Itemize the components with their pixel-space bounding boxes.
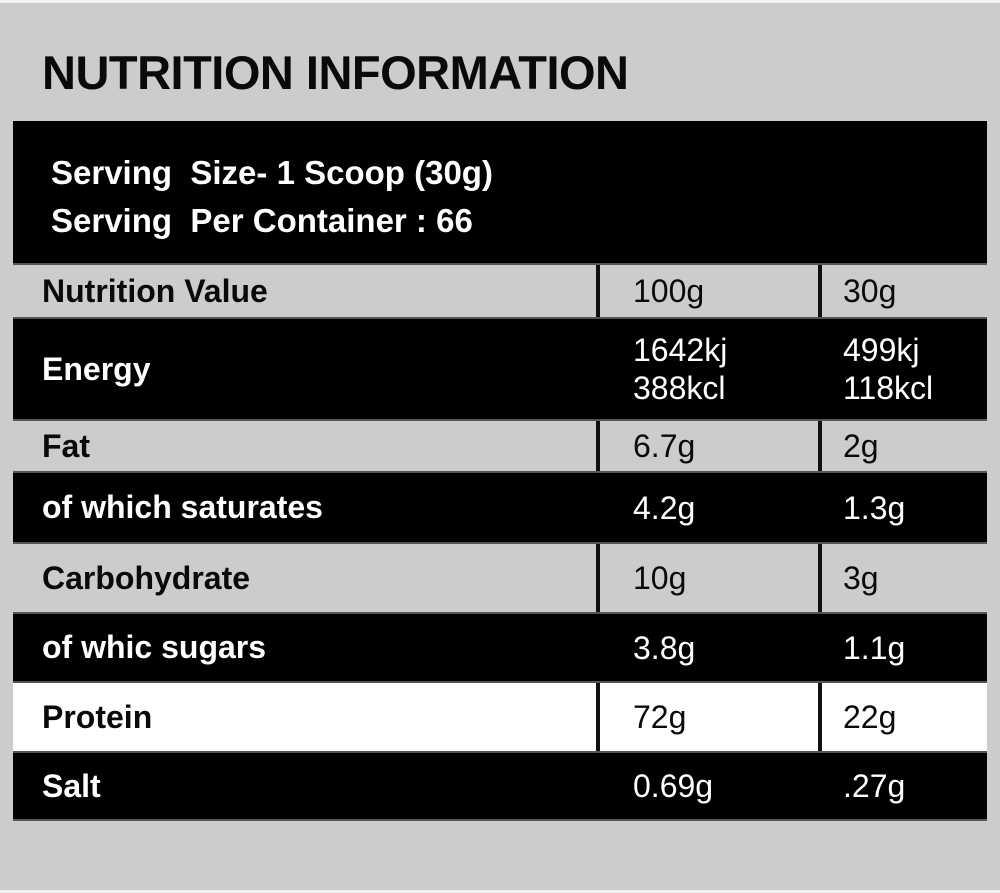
- servings-per-container: Serving Per Container : 66: [51, 202, 473, 239]
- energy-kj-100g: 1642kj: [633, 332, 728, 368]
- value-30g: .27g: [843, 768, 906, 804]
- value-30g: 499kj 118kcl: [822, 319, 987, 419]
- nutrition-table: Serving Size- 1 Scoop (30g) Serving Per …: [13, 121, 987, 821]
- value-30g: 1.1g: [843, 629, 906, 666]
- table-row-sugars: of whic sugars 3.8g 1.1g: [13, 614, 987, 683]
- row-label: of which saturates: [42, 489, 323, 525]
- row-label: of whic sugars: [42, 629, 267, 665]
- table-row-fat: Fat 6.7g 2g: [13, 421, 987, 473]
- header-col-100g: 100g: [600, 265, 822, 317]
- value-100g: 72g: [600, 683, 822, 751]
- value-100g: 4.2g: [633, 489, 696, 526]
- value-100g: 3.8g: [633, 629, 696, 666]
- header-col-30g: 30g: [843, 273, 897, 309]
- row-label: Protein: [13, 683, 600, 751]
- page-title: NUTRITION INFORMATION: [42, 46, 629, 99]
- serving-size: Serving Size- 1 Scoop (30g): [51, 154, 493, 191]
- table-header-row: Nutrition Value 100g 30g: [13, 265, 987, 319]
- table-row-protein: Protein 72g 22g: [13, 683, 987, 753]
- energy-kcal-30g: 118kcl: [843, 370, 934, 406]
- row-label: Fat: [13, 421, 600, 471]
- value-100g: 0.69g: [633, 768, 714, 804]
- table-row-salt: Salt 0.69g .27g: [13, 753, 987, 821]
- energy-kj-30g: 499kj: [843, 332, 920, 368]
- value-100g: 1642kj 388kcl: [600, 319, 822, 419]
- table-row-carbohydrate: Carbohydrate 10g 3g: [13, 544, 987, 614]
- table-row-saturates: of which saturates 4.2g 1.3g: [13, 473, 987, 544]
- row-label: Salt: [42, 767, 101, 804]
- value-30g: 2g: [843, 428, 879, 464]
- row-label: Carbohydrate: [13, 544, 600, 612]
- table-row-energy: Energy 1642kj 388kcl 499kj 118kcl: [13, 319, 987, 421]
- value-100g: 6.7g: [600, 421, 822, 471]
- serving-info: Serving Size- 1 Scoop (30g) Serving Per …: [13, 121, 987, 265]
- value-30g: 3g: [843, 560, 879, 596]
- value-30g: 1.3g: [843, 489, 906, 526]
- energy-kcal-100g: 388kcl: [633, 370, 726, 406]
- header-label: Nutrition Value: [13, 265, 600, 317]
- value-30g: 22g: [843, 699, 897, 735]
- row-label: Energy: [42, 350, 151, 387]
- value-100g: 10g: [600, 544, 822, 612]
